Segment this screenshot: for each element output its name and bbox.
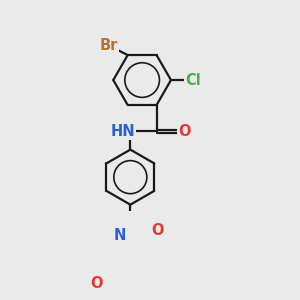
Text: Cl: Cl bbox=[185, 73, 201, 88]
Text: O: O bbox=[152, 224, 164, 238]
Text: O: O bbox=[90, 276, 103, 291]
Text: O: O bbox=[178, 124, 190, 139]
Text: N: N bbox=[113, 228, 126, 243]
Text: Br: Br bbox=[100, 38, 118, 52]
Text: HN: HN bbox=[111, 124, 135, 139]
